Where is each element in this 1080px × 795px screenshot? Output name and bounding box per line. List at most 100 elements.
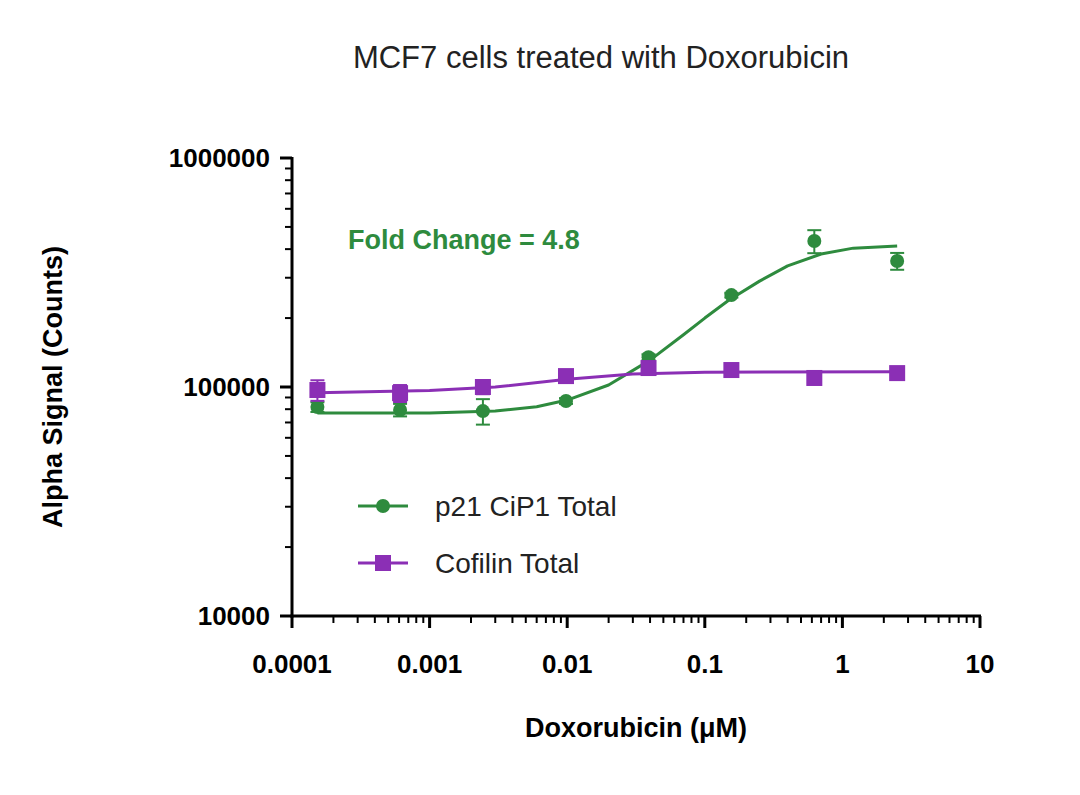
point [558,368,574,384]
title: MCF7 cells treated with Doxorubicin [353,40,849,75]
error-bar [310,380,324,401]
x-minor-tick [398,616,400,623]
y-minor-tick [285,408,292,410]
y-minor-tick [285,477,292,479]
x-tick [841,616,844,628]
x-minor-tick [966,616,968,623]
point [724,288,738,302]
point [889,365,905,381]
x-tick-label: 10 [966,649,995,679]
point [475,379,491,395]
legend-label: p21 CiP1 Total [435,491,617,522]
y-minor-tick [285,546,292,548]
x-minor-tick [553,616,555,623]
point [392,385,408,401]
y-tick [280,615,292,618]
y-minor-tick [285,208,292,210]
x-tick [428,616,431,628]
series [310,230,904,424]
point [310,400,324,414]
legend-marker [376,499,390,513]
x-minor-tick [525,616,527,623]
x-minor-tick [800,616,802,623]
y-tick-label: 1000000 [169,143,270,173]
x-minor-tick [545,616,547,623]
x-minor-tick [415,616,417,623]
legend: p21 CiP1 TotalCofilin Total [358,491,617,579]
point [309,382,325,398]
series [309,360,905,402]
x-minor-tick [494,616,496,623]
y-minor-tick [285,506,292,508]
x-minor-tick [560,616,562,623]
error-cap [890,269,904,271]
x-minor-tick [470,616,472,623]
x-minor-tick [811,616,813,623]
y-minor-tick [285,167,292,169]
error-cap [310,400,324,402]
y-minor-tick [285,277,292,279]
x-minor-tick [883,616,885,623]
x-minor-tick [690,616,692,623]
error-bar [393,385,407,402]
x-minor-tick [632,616,634,623]
x-minor-tick [924,616,926,623]
x-tick [979,616,982,628]
x-minor-tick [407,616,409,623]
x-minor-tick [536,616,538,623]
x-minor-tick [745,616,747,623]
error-cap [393,401,407,403]
annotation: Fold Change = 4.8 [348,225,580,255]
point [393,403,407,417]
point [559,394,573,408]
y-minor-tick [285,317,292,319]
y-minor-tick [285,455,292,457]
x-minor-tick [662,616,664,623]
x-minor-tick [673,616,675,623]
y-minor-tick [285,192,292,194]
y-minor-tick [285,179,292,181]
x-axis-label: Doxorubicin (μM) [525,713,747,743]
x-tick-label: 1 [835,649,849,679]
error-cap [890,252,904,254]
error-cap [310,379,324,381]
y-tick-label: 10000 [198,601,270,631]
error-bar [476,399,490,424]
chart: MCF7 cells treated with Doxorubicin 10000… [0,0,1080,795]
x-minor-tick [948,616,950,623]
x-minor-tick [682,616,684,623]
x-tick [291,616,294,628]
error-cap [807,252,821,254]
x-minor-tick [835,616,837,623]
x-minor-tick [357,616,359,623]
error-bar [393,404,407,417]
x-minor-tick [511,616,513,623]
x-tick-label: 0.1 [687,649,723,679]
y-minor-tick [285,437,292,439]
x-minor-tick [608,616,610,623]
error-cap [476,398,490,400]
x-tick [703,616,706,628]
fit-curve [317,246,897,413]
x-minor-tick [958,616,960,623]
x-tick [566,616,569,628]
x-tick-label: 0.01 [542,649,593,679]
x-minor-tick [387,616,389,623]
legend-marker [375,555,391,571]
plot-area [309,230,905,424]
x-minor-tick [332,616,334,623]
x-minor-tick [907,616,909,623]
y-tick [280,157,292,160]
error-bar [890,253,904,270]
point [890,254,904,268]
error-cap [807,229,821,231]
point [476,404,490,418]
x-minor-tick [938,616,940,623]
point [641,360,657,376]
point [807,234,821,248]
x-minor-tick [973,616,975,623]
error-bar [807,230,821,253]
x-axis-line [291,615,982,618]
point [723,362,739,378]
x-minor-tick [422,616,424,623]
